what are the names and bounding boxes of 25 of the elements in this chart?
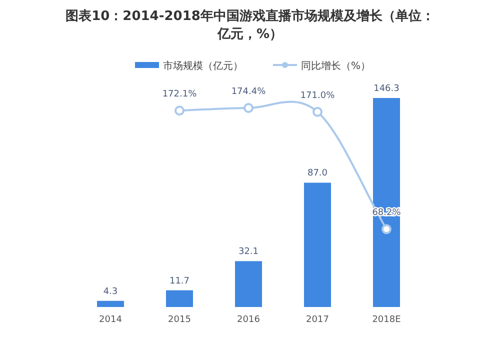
data-label: 4.3 xyxy=(103,286,118,297)
bar xyxy=(373,98,400,307)
legend-label: 同比增长（%） xyxy=(301,60,371,72)
legend-label: 市场规模（亿元） xyxy=(163,60,243,72)
x-tick-label: 2015 xyxy=(168,315,191,325)
data-label: 172.1% xyxy=(162,90,198,100)
bar xyxy=(97,300,124,307)
data-label: 146.3 xyxy=(374,84,400,94)
point xyxy=(244,103,254,113)
x-tick-label: 2017 xyxy=(306,315,329,325)
x-tick-label: 2014 xyxy=(99,315,122,325)
data-label: 171.0% xyxy=(300,90,336,101)
data-label: 32.1 xyxy=(238,247,259,258)
data-label: 174.4% xyxy=(231,87,266,97)
point xyxy=(174,106,184,116)
data-label: 87.0 xyxy=(307,168,328,179)
data-label: 11.7 xyxy=(169,276,190,286)
x-tick-label: 2018E xyxy=(372,315,402,325)
x-tick-label: 2016 xyxy=(237,315,260,325)
title: 图表10：2014-2018年中国游戏直播市场规模及增长（单位：亿元，%） xyxy=(66,9,434,42)
point xyxy=(312,106,322,117)
point xyxy=(382,224,392,234)
bar xyxy=(166,290,193,307)
bar xyxy=(235,261,262,307)
bar xyxy=(304,182,331,307)
